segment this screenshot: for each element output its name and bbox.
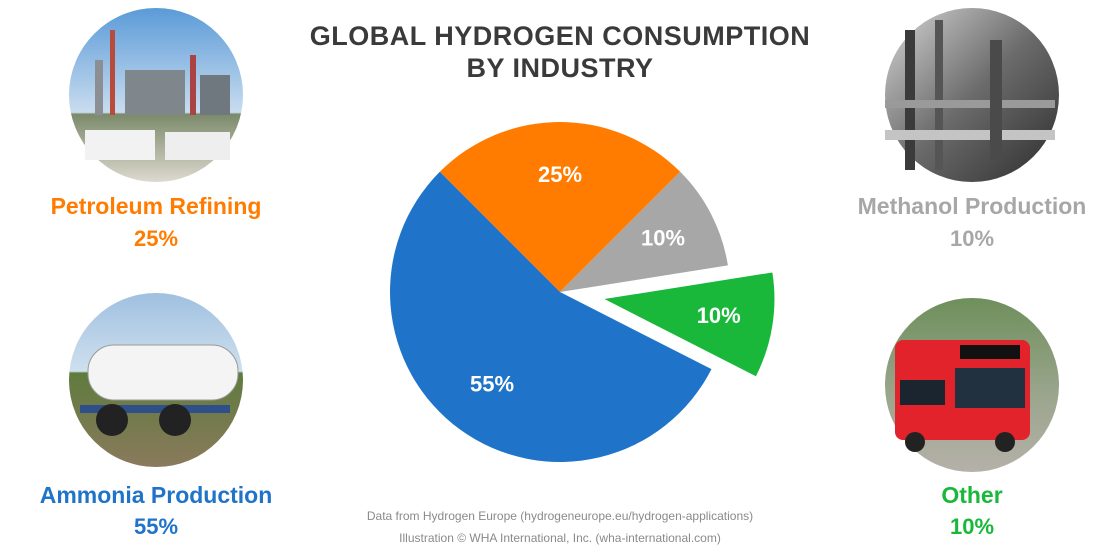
slice-label: 10% bbox=[641, 225, 685, 250]
pie-slice bbox=[604, 272, 775, 377]
chart-title: BY INDUSTRY bbox=[466, 53, 653, 83]
slice-label: 55% bbox=[470, 371, 514, 396]
photo-bus bbox=[885, 298, 1059, 472]
source-note: Illustration © WHA International, Inc. (… bbox=[399, 531, 721, 545]
category-label: Other bbox=[941, 482, 1002, 508]
category-value: 25% bbox=[134, 226, 178, 251]
category-label: Petroleum Refining bbox=[51, 193, 262, 219]
category-label: Ammonia Production bbox=[40, 482, 273, 508]
pie-slice bbox=[560, 171, 728, 292]
chart-title: GLOBAL HYDROGEN CONSUMPTION bbox=[310, 21, 811, 51]
pie-slice bbox=[390, 171, 712, 462]
category-label: Methanol Production bbox=[858, 193, 1087, 219]
pie-slice bbox=[439, 122, 681, 292]
photo-ammonia-tanker bbox=[69, 293, 243, 467]
photo-methanol-plant bbox=[885, 8, 1059, 182]
source-note: Data from Hydrogen Europe (hydrogeneurop… bbox=[367, 509, 753, 523]
slice-label: 25% bbox=[538, 162, 582, 187]
category-value: 55% bbox=[134, 514, 178, 539]
photo-refinery bbox=[69, 8, 243, 182]
category-value: 10% bbox=[950, 514, 994, 539]
slice-label: 10% bbox=[697, 303, 741, 328]
pie: 25% 10% 10% 55% bbox=[390, 122, 775, 462]
category-value: 10% bbox=[950, 226, 994, 251]
